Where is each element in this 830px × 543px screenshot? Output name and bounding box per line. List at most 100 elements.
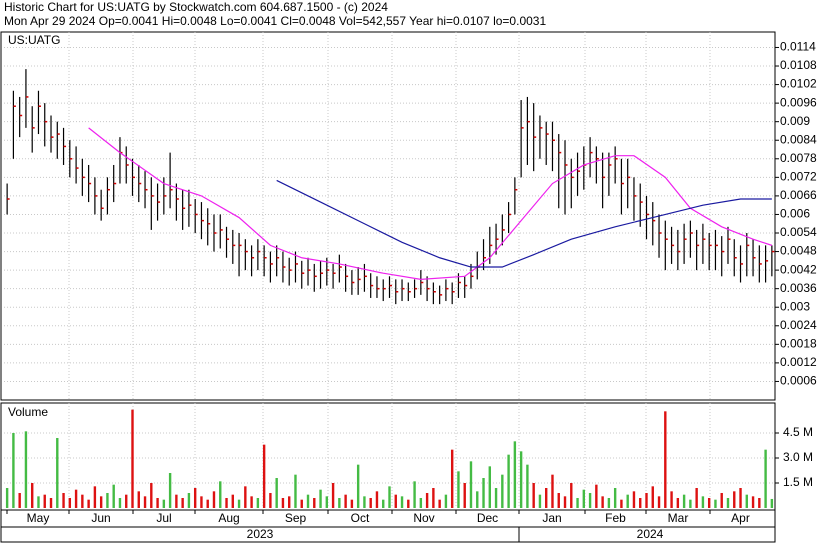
x-tick-label: Jan xyxy=(542,511,561,525)
y-tick-label: 0.0096 xyxy=(780,95,817,109)
volume-bar xyxy=(112,484,115,508)
volume-bar xyxy=(720,493,723,508)
volume-bar xyxy=(300,499,303,508)
moving-average xyxy=(276,179,772,268)
y-tick-label: 0.0102 xyxy=(780,77,817,91)
volume-bar xyxy=(745,494,748,508)
volume-bar xyxy=(256,498,260,508)
volume-bar xyxy=(325,496,329,508)
volume-bar xyxy=(739,488,742,508)
volume-bar xyxy=(532,483,535,508)
volume-bar xyxy=(99,496,103,508)
volume-bar xyxy=(413,481,416,508)
chart-title: Historic Chart for US:UATG by Stockwatch… xyxy=(4,0,388,14)
volume-bar xyxy=(313,498,316,508)
x-tick-label: Mar xyxy=(668,511,689,525)
volume-bar xyxy=(595,484,598,508)
volume-bar xyxy=(758,498,761,508)
volume-bar xyxy=(219,481,222,508)
volume-bar xyxy=(570,483,573,508)
volume-bar xyxy=(419,498,423,508)
volume-bar xyxy=(212,491,216,508)
volume-bar xyxy=(476,491,479,508)
volume-bar xyxy=(695,488,698,508)
volume-label: Volume xyxy=(8,405,48,419)
volume-bar xyxy=(250,496,253,508)
volume-bar xyxy=(689,499,692,508)
volume-bar xyxy=(125,494,128,508)
volume-bar xyxy=(350,499,354,508)
chart-subtitle: Mon Apr 29 2024 Op=0.0041 Hi=0.0048 Lo=0… xyxy=(4,14,546,28)
x-tick-label: Aug xyxy=(218,511,239,525)
y-tick-label: 0.0066 xyxy=(780,188,817,202)
volume-bar xyxy=(701,496,705,508)
x-tick-label: Jul xyxy=(156,511,171,525)
volume-bar xyxy=(87,499,90,508)
volume-bar xyxy=(450,449,454,508)
volume-bar xyxy=(331,483,335,508)
y-tick-label: 0.0024 xyxy=(780,318,817,332)
y-tick-label: 0.0018 xyxy=(780,337,817,351)
volume-bar xyxy=(150,483,153,508)
volume-bar xyxy=(770,498,774,508)
volume-bar xyxy=(12,433,15,508)
volume-bar xyxy=(444,494,448,508)
y-tick-label: 0.0048 xyxy=(780,244,817,258)
x-tick-label: May xyxy=(27,511,50,525)
volume-bar xyxy=(93,486,97,508)
volume-bar xyxy=(382,499,385,508)
volume-bar xyxy=(37,496,40,508)
y-tick-label: 0.0054 xyxy=(780,225,817,239)
volume-bar xyxy=(18,493,21,508)
volume-bar xyxy=(432,488,435,508)
volume-bar xyxy=(356,464,360,508)
volume-bar xyxy=(24,431,28,508)
volume-bar xyxy=(5,488,9,508)
volume-bar xyxy=(168,473,172,508)
volume-bar xyxy=(49,498,53,508)
volume-bar xyxy=(74,489,78,508)
volume-bar xyxy=(162,499,166,508)
y-tick-label: 0.0036 xyxy=(780,281,817,295)
y-tick-label: 0.0072 xyxy=(780,170,817,184)
volume-bar xyxy=(400,496,404,508)
x-tick-label: Apr xyxy=(731,511,750,525)
volume-bar xyxy=(494,488,498,508)
volume-bar xyxy=(751,496,755,508)
volume-bar xyxy=(632,491,636,508)
volume-bar xyxy=(626,494,629,508)
volume-bar xyxy=(237,499,241,508)
volume-bar xyxy=(507,454,510,508)
x-tick-label: Oct xyxy=(351,511,370,525)
volume-bar xyxy=(620,499,623,508)
volume-bar xyxy=(175,494,178,508)
year-label: 2023 xyxy=(247,527,274,541)
volume-bar xyxy=(131,409,134,508)
volume-bar xyxy=(394,494,397,508)
volume-bar xyxy=(281,498,285,508)
volume-bar xyxy=(56,438,59,508)
volume-bar xyxy=(43,494,46,508)
volume-bar xyxy=(262,444,266,508)
volume-bar xyxy=(676,498,680,508)
y-tick-label: 0.003 xyxy=(780,299,810,313)
y-tick-label: 0.0012 xyxy=(780,355,817,369)
volume-bar xyxy=(519,451,523,508)
y-tick-label: 0.0078 xyxy=(780,151,817,165)
y-tick-label: 0.009 xyxy=(780,114,810,128)
year-label: 2024 xyxy=(637,527,664,541)
x-tick-label: Dec xyxy=(477,511,498,525)
x-tick-label: Sep xyxy=(285,511,307,525)
x-tick-label: Nov xyxy=(413,511,434,525)
y-tick-label: 0.0084 xyxy=(780,132,817,146)
volume-bar xyxy=(68,498,72,508)
volume-bar xyxy=(657,496,661,508)
volume-bar xyxy=(645,493,648,508)
volume-bar xyxy=(513,441,517,508)
volume-bar xyxy=(726,498,730,508)
volume-bar xyxy=(469,461,473,508)
volume-bar xyxy=(482,478,485,508)
volume-bar xyxy=(425,493,429,508)
